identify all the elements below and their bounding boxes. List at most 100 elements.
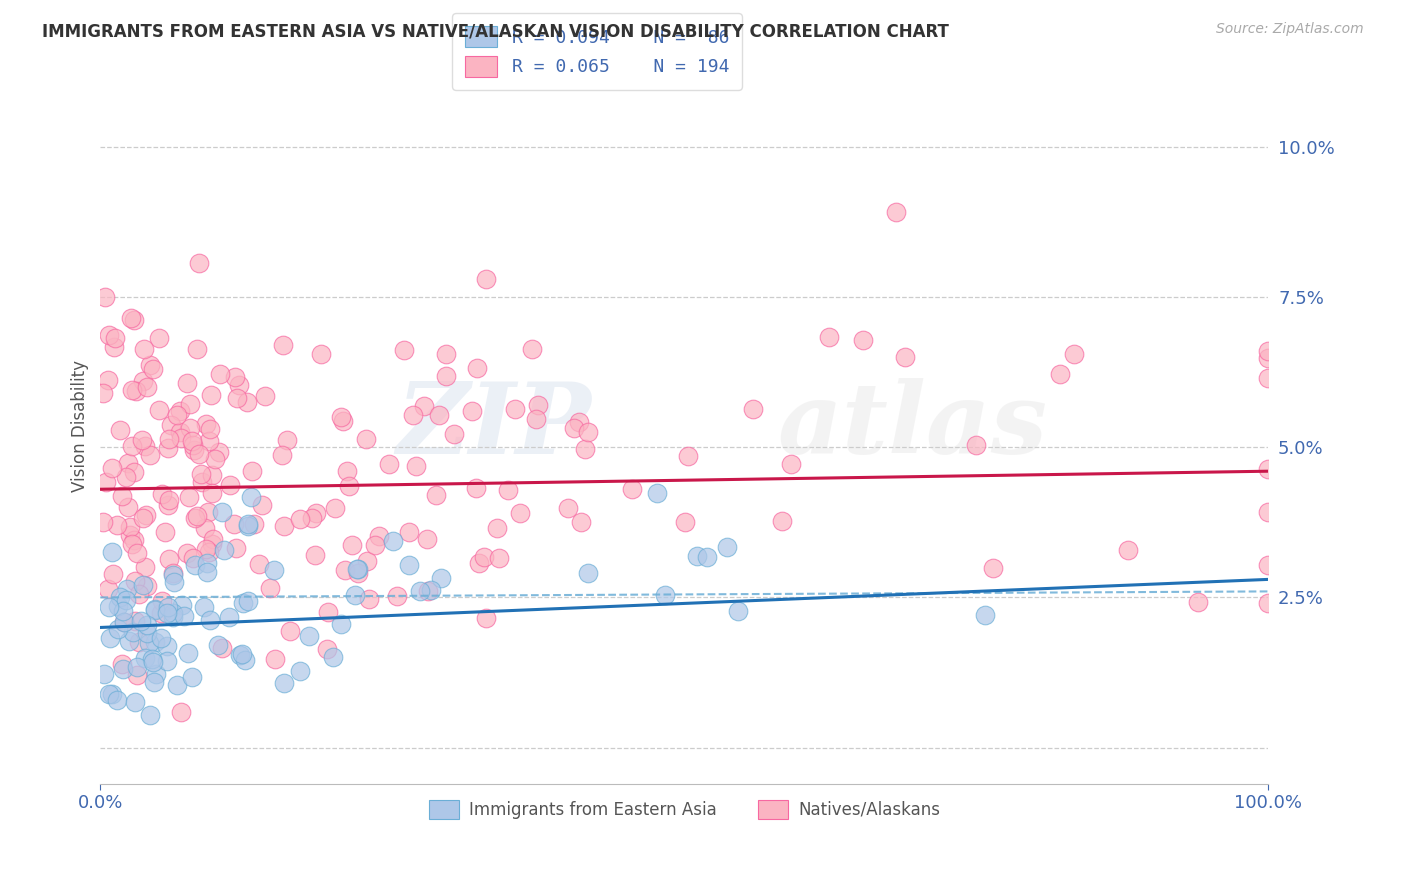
Point bbox=[156, 654, 179, 668]
Point bbox=[198, 422, 221, 436]
Point bbox=[673, 515, 696, 529]
Point bbox=[107, 622, 129, 636]
Point bbox=[114, 615, 136, 630]
Point bbox=[316, 642, 339, 657]
Point bbox=[142, 655, 165, 669]
Point bbox=[524, 412, 547, 426]
Point bbox=[157, 552, 180, 566]
Point bbox=[207, 638, 229, 652]
Point bbox=[620, 482, 643, 496]
Point bbox=[156, 639, 179, 653]
Point bbox=[818, 329, 841, 343]
Point bbox=[155, 606, 177, 620]
Point bbox=[134, 438, 156, 452]
Point bbox=[101, 566, 124, 581]
Point bbox=[485, 521, 508, 535]
Point bbox=[120, 528, 142, 542]
Point bbox=[98, 687, 121, 701]
Point bbox=[330, 409, 353, 424]
Point bbox=[1257, 505, 1279, 519]
Point bbox=[226, 391, 249, 405]
Point bbox=[323, 500, 346, 515]
Point bbox=[342, 537, 364, 551]
Point bbox=[129, 614, 152, 628]
Point bbox=[243, 517, 266, 532]
Point bbox=[170, 598, 193, 612]
Point bbox=[101, 544, 124, 558]
Point bbox=[125, 660, 148, 674]
Point bbox=[162, 609, 184, 624]
Point bbox=[125, 667, 148, 681]
Point bbox=[311, 347, 333, 361]
Point bbox=[91, 516, 114, 530]
Point bbox=[198, 545, 221, 559]
Point bbox=[162, 566, 184, 580]
Point bbox=[176, 546, 198, 560]
Point bbox=[91, 386, 114, 401]
Point bbox=[118, 519, 141, 533]
Point bbox=[160, 418, 183, 433]
Point bbox=[93, 666, 115, 681]
Point bbox=[316, 605, 339, 619]
Point bbox=[132, 342, 155, 356]
Y-axis label: Vision Disability: Vision Disability bbox=[72, 360, 89, 492]
Point bbox=[337, 479, 360, 493]
Point bbox=[468, 557, 491, 571]
Point bbox=[232, 597, 254, 611]
Point bbox=[1049, 367, 1071, 381]
Point bbox=[346, 562, 368, 576]
Point bbox=[465, 361, 488, 376]
Point bbox=[198, 613, 221, 627]
Point bbox=[124, 466, 146, 480]
Point bbox=[419, 583, 441, 598]
Point bbox=[132, 577, 155, 591]
Point bbox=[200, 387, 222, 401]
Point bbox=[136, 625, 159, 640]
Point bbox=[201, 468, 224, 483]
Point bbox=[163, 574, 186, 589]
Point bbox=[402, 408, 425, 422]
Point bbox=[97, 373, 120, 387]
Point bbox=[105, 693, 128, 707]
Point bbox=[676, 450, 699, 464]
Point bbox=[97, 328, 120, 343]
Point bbox=[1187, 595, 1209, 609]
Point bbox=[363, 538, 385, 552]
Point bbox=[322, 649, 344, 664]
Point bbox=[195, 556, 218, 570]
Point bbox=[235, 395, 257, 409]
Point bbox=[1257, 558, 1279, 572]
Point bbox=[356, 553, 378, 567]
Point bbox=[181, 551, 204, 566]
Point bbox=[183, 510, 205, 524]
Point bbox=[111, 662, 134, 676]
Point bbox=[409, 584, 432, 599]
Point bbox=[177, 646, 200, 660]
Point bbox=[139, 448, 162, 462]
Point bbox=[475, 272, 498, 286]
Point bbox=[128, 587, 150, 601]
Point bbox=[574, 442, 596, 456]
Point bbox=[155, 524, 177, 539]
Point bbox=[148, 331, 170, 345]
Point bbox=[190, 467, 212, 481]
Text: atlas: atlas bbox=[778, 378, 1047, 475]
Point bbox=[218, 477, 240, 491]
Point bbox=[357, 591, 380, 606]
Point bbox=[121, 383, 143, 397]
Point bbox=[97, 582, 120, 596]
Point bbox=[141, 652, 163, 666]
Text: IMMIGRANTS FROM EASTERN ASIA VS NATIVE/ALASKAN VISION DISABILITY CORRELATION CHA: IMMIGRANTS FROM EASTERN ASIA VS NATIVE/A… bbox=[42, 22, 949, 40]
Point bbox=[156, 600, 179, 615]
Point bbox=[211, 640, 233, 655]
Point bbox=[132, 511, 155, 525]
Point bbox=[118, 634, 141, 648]
Point bbox=[176, 376, 198, 390]
Point bbox=[194, 542, 217, 557]
Point bbox=[208, 368, 231, 382]
Point bbox=[273, 518, 295, 533]
Point bbox=[378, 457, 401, 471]
Point bbox=[179, 397, 201, 411]
Point bbox=[157, 441, 180, 455]
Point bbox=[1257, 351, 1279, 366]
